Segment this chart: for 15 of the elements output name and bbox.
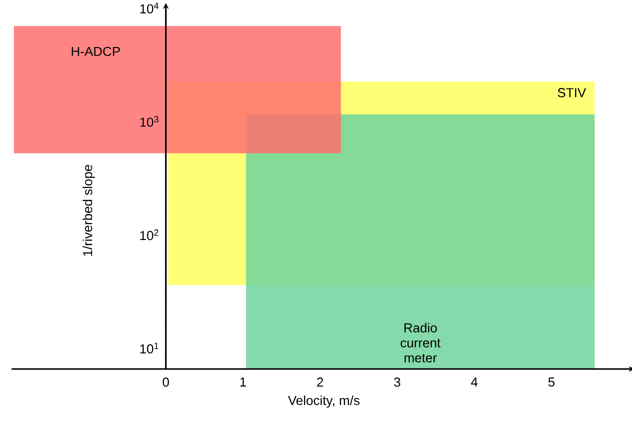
text: Radio current meter	[400, 322, 440, 362]
x-tick-label: 4	[471, 378, 478, 386]
x-tick-label: 5	[548, 378, 555, 387]
x-tick-label: 0	[162, 378, 169, 387]
y-tick-label: 10$^{1}$	[140, 342, 158, 354]
x-tick-label: 1	[240, 378, 246, 386]
y-tick-label: 10$^{2}$	[140, 229, 158, 240]
x-axis-title: Velocity, m/s	[288, 396, 360, 408]
text: H-ADCP	[72, 46, 120, 56]
text: STIV	[558, 88, 586, 98]
y-tick-label: 10$^{4}$	[140, 2, 159, 14]
x-tick-label: 2	[317, 378, 324, 387]
x-tick-label: 3	[394, 378, 400, 387]
y-tick-label: 10$^{3}$	[140, 116, 158, 127]
y-axis-title: 1/riverbed slope	[82, 164, 95, 256]
